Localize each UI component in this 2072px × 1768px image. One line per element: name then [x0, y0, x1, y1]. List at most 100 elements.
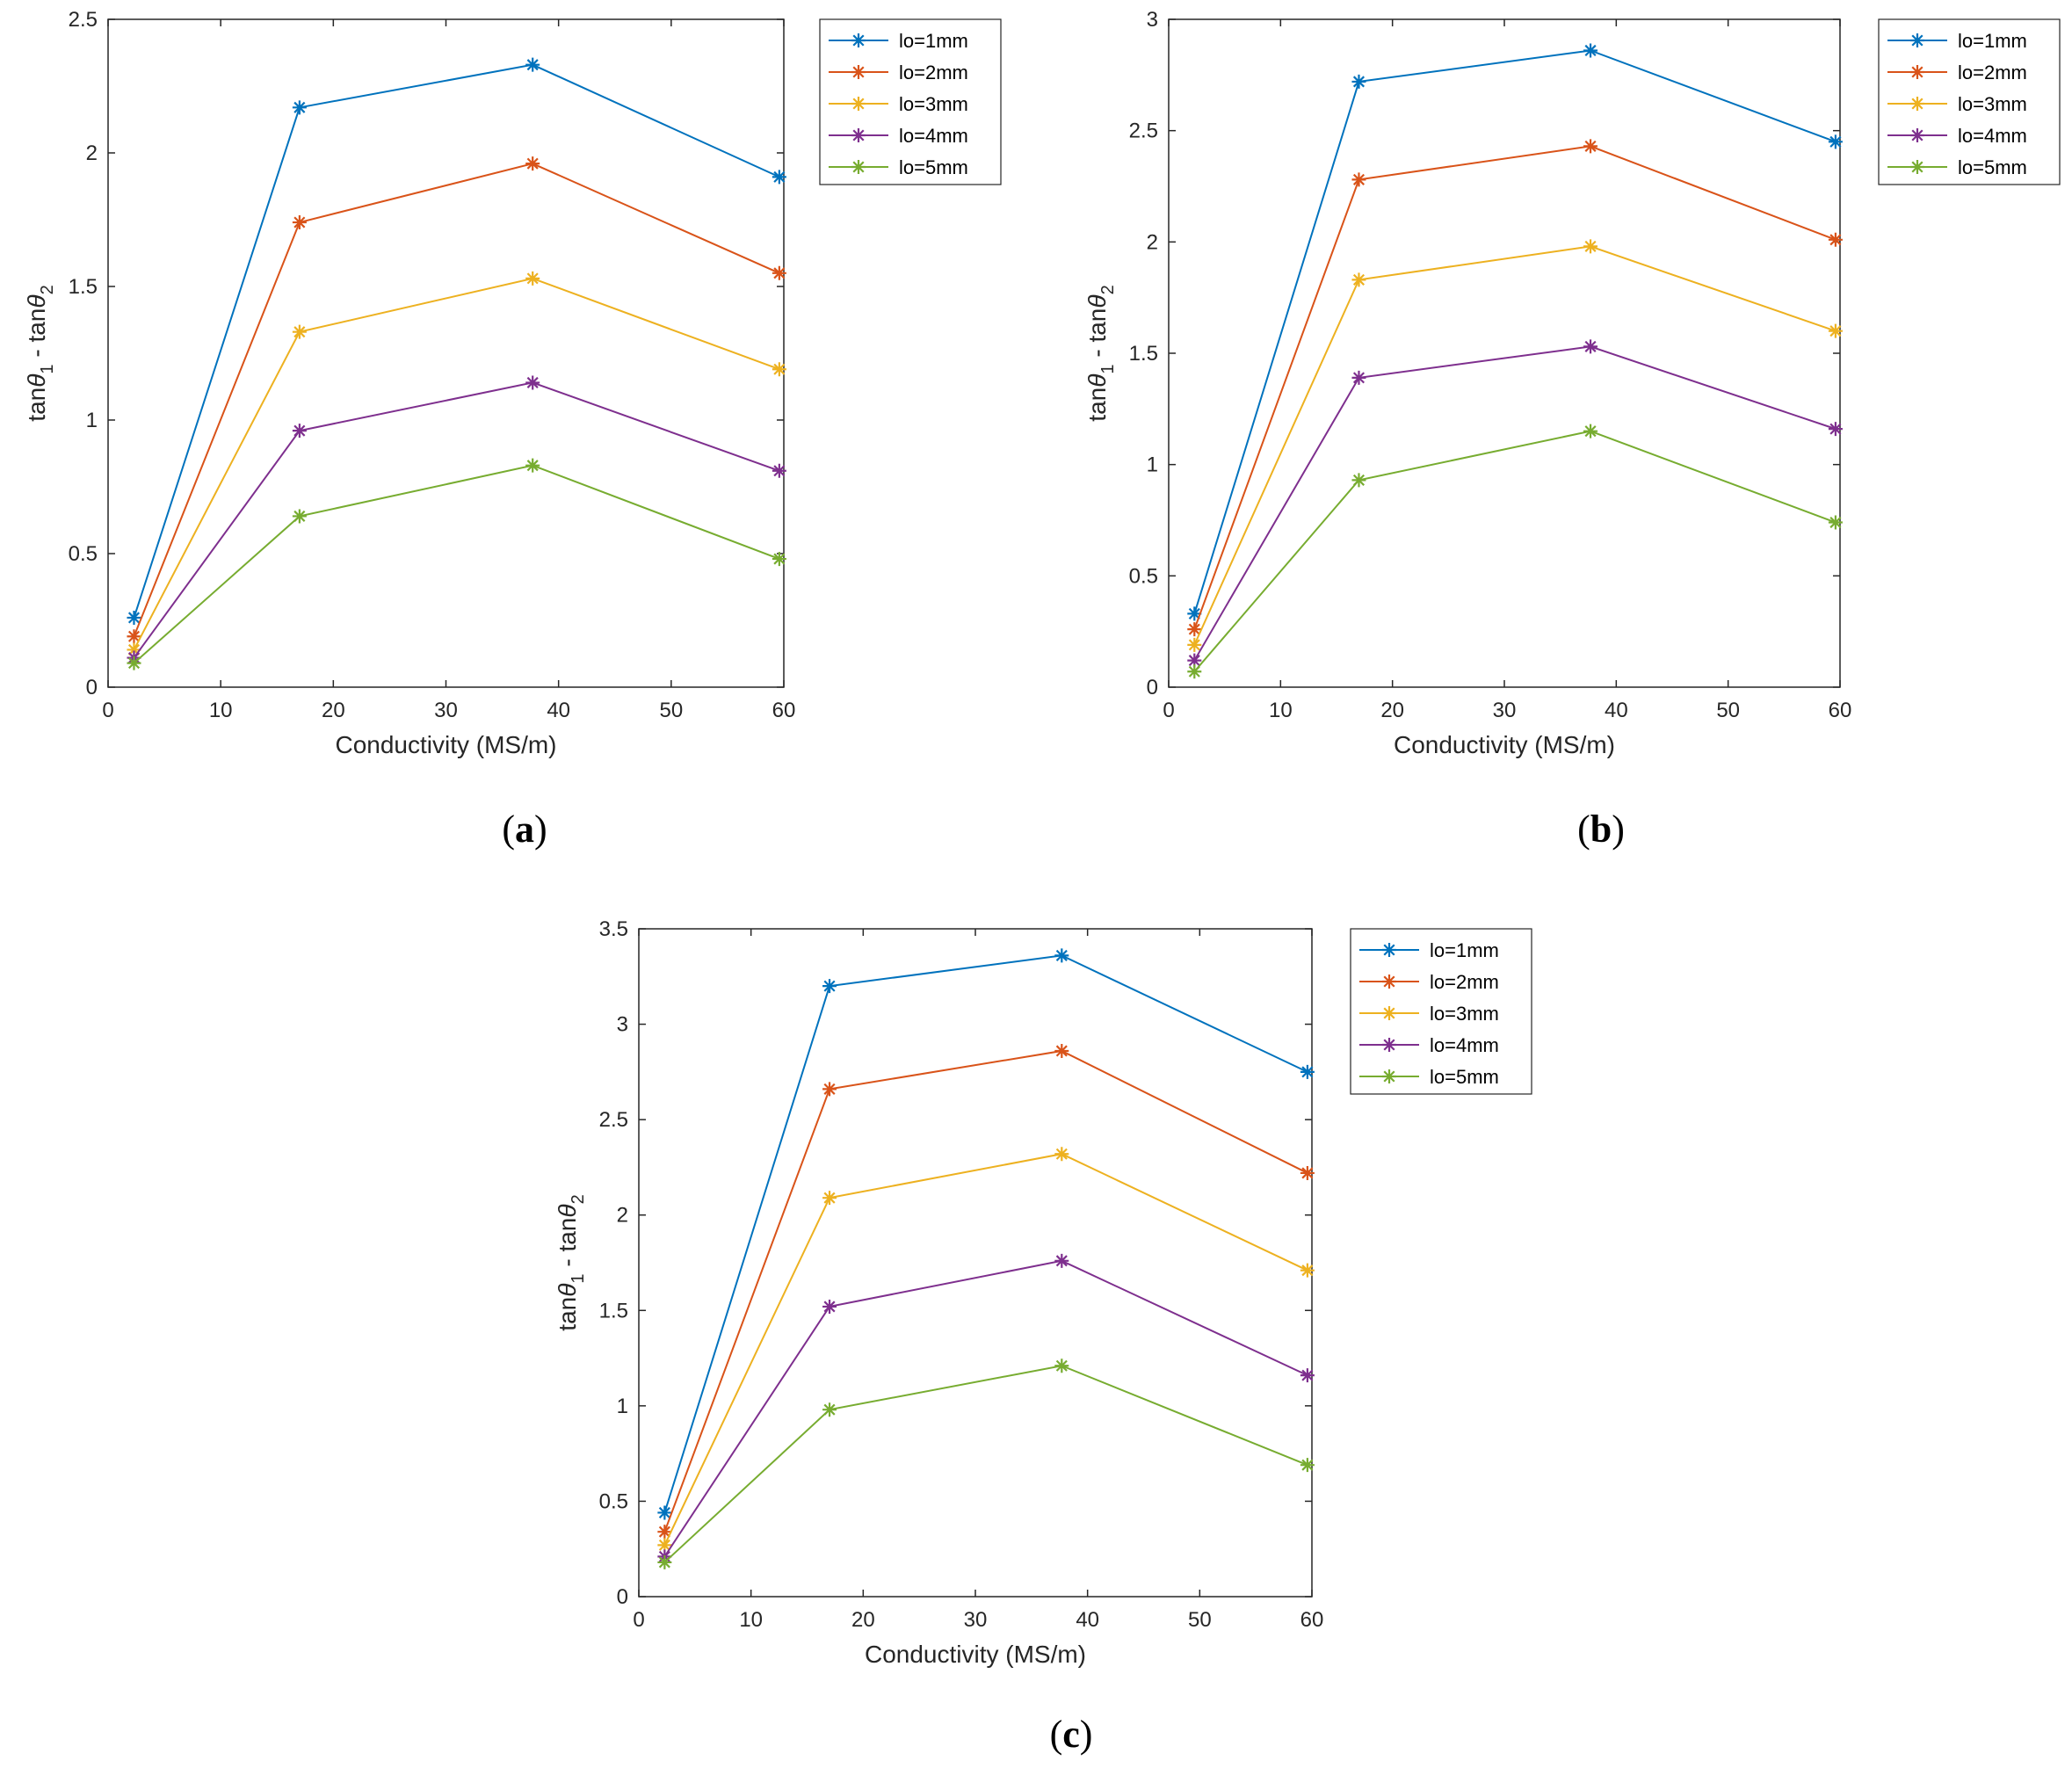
- data-point: [1828, 323, 1843, 338]
- y-tick-label: 0: [617, 1585, 628, 1609]
- legend-marker: [1910, 160, 1924, 174]
- data-point: [525, 375, 540, 390]
- series-line: [133, 277, 780, 650]
- x-tick-label: 60: [1829, 699, 1852, 722]
- y-tick-label: 2: [1147, 230, 1158, 254]
- legend-entry: lo=3mm: [1958, 93, 2027, 115]
- data-point: [1300, 1368, 1315, 1383]
- data-point: [772, 463, 786, 478]
- y-axis-label: tanθ1 - tanθ2: [23, 285, 57, 421]
- data-point: [1583, 424, 1598, 438]
- x-tick-label: 50: [659, 699, 683, 722]
- series-line: [1193, 345, 1837, 662]
- x-tick-label: 40: [1076, 1608, 1099, 1632]
- y-tick-label: 3: [617, 1013, 628, 1037]
- y-tick-label: 1: [86, 409, 98, 432]
- data-point: [822, 1402, 837, 1417]
- x-tick-label: 50: [1716, 699, 1740, 722]
- data-point: [1054, 948, 1069, 963]
- data-point: [1351, 172, 1366, 187]
- data-point: [127, 629, 141, 644]
- data-point: [822, 1299, 837, 1314]
- legend-entry: lo=3mm: [1430, 1003, 1499, 1025]
- series-line: [663, 954, 1308, 1513]
- series-line: [133, 163, 780, 637]
- legend: lo=1mm lo=2mm lo=3mm lo=4mm lo=5mm: [1878, 18, 2061, 185]
- y-tick-label: 1: [617, 1395, 628, 1418]
- series-lo=1mm: [657, 948, 1315, 1520]
- series-lo=4mm: [1187, 339, 1843, 668]
- data-point: [525, 57, 540, 72]
- data-point: [1351, 272, 1366, 287]
- data-point: [1828, 134, 1843, 149]
- series-line: [663, 1153, 1308, 1546]
- data-point: [1187, 664, 1202, 679]
- x-tick-label: 30: [964, 1608, 988, 1632]
- x-tick-label: 20: [851, 1608, 875, 1632]
- series-line: [1193, 145, 1837, 630]
- series-line: [1193, 430, 1837, 672]
- data-point: [772, 362, 786, 377]
- series-line: [663, 1365, 1308, 1563]
- legend-entry: lo=2mm: [1958, 62, 2027, 83]
- legend-entry: lo=4mm: [1430, 1034, 1499, 1056]
- series-line: [133, 464, 780, 664]
- legend-marker: [851, 65, 866, 79]
- chart-panel-b: 0 10 20 30 40 50 60 0 0.5 1 1.5 2 2.5 3 Conductivity (…: [1083, 8, 2061, 851]
- data-point: [1583, 339, 1598, 354]
- series-lo=1mm: [1187, 43, 1843, 621]
- y-tick-label: 0.5: [1129, 564, 1158, 588]
- data-point: [657, 1505, 672, 1520]
- series-lo=2mm: [1187, 139, 1843, 637]
- x-tick-label: 20: [322, 699, 345, 722]
- legend-entry: lo=5mm: [1430, 1066, 1499, 1088]
- series-lo=5mm: [1187, 424, 1843, 679]
- x-tick-label: 0: [633, 1608, 644, 1632]
- data-point: [1054, 1359, 1069, 1373]
- data-point: [1054, 1147, 1069, 1162]
- data-point: [1583, 239, 1598, 254]
- x-tick-label: 10: [209, 699, 233, 722]
- panel-label: (c): [1050, 1713, 1093, 1756]
- series-lo=3mm: [657, 1147, 1315, 1553]
- legend-marker: [1910, 33, 1924, 47]
- legend-entry: lo=1mm: [899, 30, 968, 52]
- data-point: [292, 215, 307, 230]
- panel-label: (b): [1577, 808, 1625, 851]
- x-tick-label: 10: [739, 1608, 763, 1632]
- data-point: [822, 1191, 837, 1206]
- y-tick-label: 1.5: [69, 275, 98, 299]
- data-point: [657, 1525, 672, 1540]
- series-lo=2mm: [127, 156, 786, 644]
- series-lo=5mm: [657, 1359, 1315, 1569]
- y-tick-label: 0: [1147, 676, 1158, 699]
- x-axis-label: Conductivity (MS/m): [335, 731, 556, 758]
- x-tick-label: 60: [772, 699, 796, 722]
- y-tick-label: 2.5: [69, 8, 98, 32]
- legend-marker: [1382, 975, 1396, 989]
- series-line: [663, 1259, 1308, 1557]
- data-point: [1187, 606, 1202, 621]
- data-point: [1300, 1458, 1315, 1473]
- legend-marker: [1910, 65, 1924, 79]
- series-line: [133, 381, 780, 659]
- legend-entry: lo=1mm: [1430, 939, 1499, 961]
- data-point: [822, 1082, 837, 1097]
- data-point: [657, 1554, 672, 1569]
- series-lo=3mm: [1187, 239, 1843, 652]
- x-tick-label: 50: [1188, 1608, 1212, 1632]
- legend-marker: [851, 33, 866, 47]
- series-lo=5mm: [127, 458, 786, 670]
- x-tick-label: 40: [547, 699, 570, 722]
- panel-label: (a): [502, 808, 547, 851]
- y-tick-label: 1.5: [1129, 342, 1158, 366]
- data-point: [1828, 515, 1843, 530]
- data-point: [772, 265, 786, 280]
- legend-marker: [1382, 1069, 1396, 1083]
- legend-box: [819, 18, 1002, 185]
- legend-marker: [1382, 1006, 1396, 1020]
- y-tick-label: 0.5: [69, 542, 98, 566]
- data-point: [1583, 43, 1598, 58]
- y-axis-label: tanθ1 - tanθ2: [554, 1194, 588, 1330]
- legend-entry: lo=1mm: [1958, 30, 2027, 52]
